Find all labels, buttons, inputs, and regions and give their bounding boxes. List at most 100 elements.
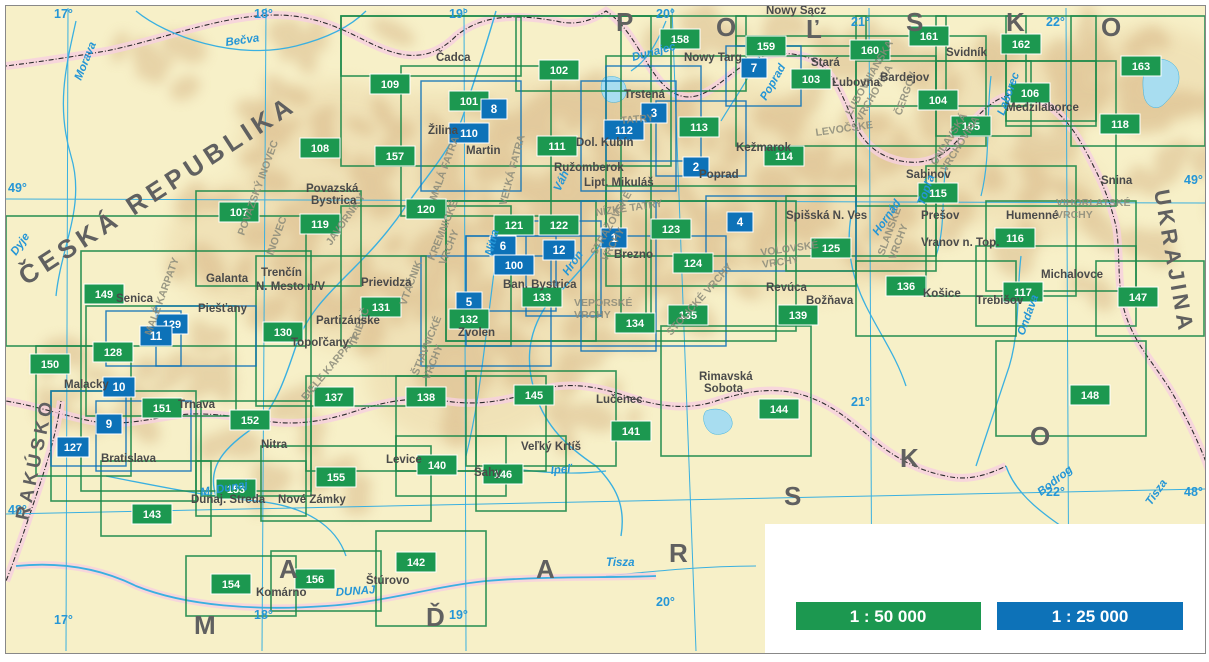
svg-text:49°: 49°: [8, 181, 27, 195]
svg-text:Galanta: Galanta: [206, 273, 249, 285]
svg-text:116: 116: [1006, 233, 1024, 245]
svg-text:100: 100: [505, 260, 523, 272]
svg-text:Čadca: Čadca: [436, 51, 471, 64]
svg-text:Žilina: Žilina: [428, 124, 459, 137]
svg-text:K: K: [1006, 7, 1025, 37]
svg-text:48°: 48°: [1184, 485, 1203, 499]
svg-text:Povazská: Povazská: [306, 183, 359, 195]
svg-text:Martin: Martin: [466, 145, 501, 157]
svg-text:Levice: Levice: [386, 454, 422, 466]
svg-text:145: 145: [525, 390, 543, 402]
svg-text:21°: 21°: [851, 15, 870, 29]
svg-text:12: 12: [553, 245, 566, 257]
svg-text:VIHORLATSKÉ: VIHORLATSKÉ: [1056, 196, 1130, 209]
svg-text:110: 110: [460, 128, 478, 140]
svg-text:VRCHY: VRCHY: [574, 309, 611, 321]
svg-text:Komárno: Komárno: [256, 587, 306, 599]
svg-text:Ban. Bystrica: Ban. Bystrica: [503, 279, 577, 291]
svg-text:4: 4: [737, 217, 744, 229]
svg-text:132: 132: [460, 314, 478, 326]
svg-text:131: 131: [372, 302, 390, 314]
svg-text:Rimavská: Rimavská: [699, 371, 753, 383]
svg-text:Revúca: Revúca: [766, 282, 808, 294]
svg-text:A: A: [536, 554, 555, 584]
svg-text:Trenčín: Trenčín: [261, 267, 302, 279]
svg-text:A: A: [279, 554, 298, 584]
svg-text:Brezno: Brezno: [614, 249, 653, 261]
svg-text:O: O: [1030, 421, 1050, 451]
svg-text:123: 123: [662, 224, 680, 236]
svg-text:18°: 18°: [254, 7, 273, 21]
svg-text:130: 130: [274, 327, 292, 339]
svg-text:Lučenec: Lučenec: [596, 394, 643, 406]
svg-text:O: O: [1101, 12, 1121, 42]
svg-text:O: O: [716, 12, 736, 42]
svg-text:Trnava: Trnava: [178, 399, 216, 411]
svg-text:Humenné: Humenné: [1006, 210, 1058, 222]
svg-text:Malacky: Malacky: [64, 379, 109, 391]
svg-text:159: 159: [757, 41, 775, 53]
svg-text:104: 104: [929, 95, 948, 107]
svg-text:150: 150: [41, 359, 59, 371]
svg-text:106: 106: [1021, 88, 1039, 100]
svg-text:R: R: [669, 538, 688, 568]
svg-text:134: 134: [626, 318, 645, 330]
svg-text:Bratislava: Bratislava: [101, 453, 157, 465]
svg-text:154: 154: [222, 579, 241, 591]
svg-text:1 : 25 000: 1 : 25 000: [1052, 607, 1129, 626]
svg-text:142: 142: [407, 557, 425, 569]
svg-text:49°: 49°: [1184, 173, 1203, 187]
svg-text:Ď: Ď: [426, 602, 445, 632]
svg-text:Prievidza: Prievidza: [361, 277, 412, 289]
svg-text:Nitra: Nitra: [261, 439, 288, 451]
svg-text:157: 157: [386, 151, 404, 163]
svg-text:Svidník: Svidník: [946, 47, 988, 59]
svg-text:Košice: Košice: [923, 288, 961, 300]
svg-text:119: 119: [311, 219, 329, 231]
svg-text:Prešov: Prešov: [921, 210, 960, 222]
svg-text:148: 148: [1081, 390, 1099, 402]
svg-text:127: 127: [64, 442, 82, 454]
svg-text:M: M: [194, 610, 216, 640]
svg-text:20°: 20°: [656, 7, 675, 21]
svg-text:137: 137: [325, 392, 343, 404]
svg-text:Medzilaborce: Medzilaborce: [1006, 102, 1079, 114]
svg-text:Spišská N. Ves: Spišská N. Ves: [786, 210, 867, 222]
svg-text:Ľubovna: Ľubovna: [832, 77, 881, 89]
svg-text:147: 147: [1129, 292, 1147, 304]
svg-text:139: 139: [789, 310, 807, 322]
svg-text:9: 9: [106, 419, 112, 431]
svg-text:Veľký Krtíš: Veľký Krtíš: [521, 441, 581, 453]
svg-text:Topoľčany: Topoľčany: [291, 337, 349, 349]
svg-text:7: 7: [751, 63, 757, 75]
svg-text:101: 101: [460, 96, 478, 108]
svg-text:111: 111: [548, 141, 565, 153]
svg-text:Tisza: Tisza: [606, 557, 635, 569]
svg-text:1 : 50 000: 1 : 50 000: [850, 607, 927, 626]
svg-text:102: 102: [550, 65, 568, 77]
svg-text:20°: 20°: [656, 595, 675, 609]
svg-text:Lipt. Mikuláš: Lipt. Mikuláš: [584, 177, 654, 189]
svg-text:121: 121: [505, 220, 523, 232]
svg-text:10: 10: [113, 382, 126, 394]
svg-text:P: P: [616, 7, 633, 37]
svg-text:21°: 21°: [851, 395, 870, 409]
svg-text:Poprad: Poprad: [699, 169, 739, 181]
svg-text:8: 8: [491, 104, 498, 116]
svg-text:5: 5: [466, 297, 473, 309]
svg-text:Senica: Senica: [116, 293, 154, 305]
svg-text:151: 151: [153, 403, 171, 415]
svg-text:Stará: Stará: [811, 57, 840, 69]
svg-text:120: 120: [417, 204, 435, 216]
svg-text:22°: 22°: [1046, 15, 1065, 29]
svg-text:Michalovce: Michalovce: [1041, 269, 1103, 281]
svg-text:19°: 19°: [449, 608, 468, 622]
svg-text:122: 122: [550, 220, 568, 232]
svg-text:128: 128: [104, 347, 122, 359]
svg-text:Bystrica: Bystrica: [311, 195, 357, 207]
svg-text:112: 112: [615, 125, 633, 137]
svg-text:Nowy Targ: Nowy Targ: [684, 52, 742, 64]
svg-text:149: 149: [95, 289, 113, 301]
svg-text:Partizánske: Partizánske: [316, 315, 380, 327]
svg-text:162: 162: [1012, 39, 1030, 51]
